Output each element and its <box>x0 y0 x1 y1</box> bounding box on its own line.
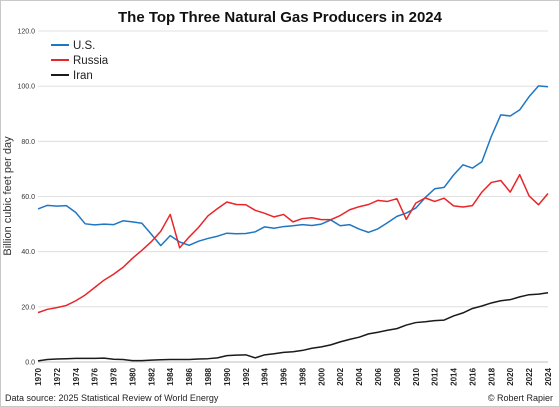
y-tick-label: 20.0 <box>21 304 35 311</box>
x-tick-label: 1998 <box>298 367 307 385</box>
y-tick-label: 60.0 <box>21 194 35 201</box>
x-tick-label: 2012 <box>431 367 440 385</box>
x-tick-label: 1990 <box>223 367 232 385</box>
legend-label-u-s: U.S. <box>73 40 95 52</box>
x-tick-label: 1994 <box>261 367 270 385</box>
x-tick-label: 1974 <box>72 367 81 385</box>
x-tick-label: 2000 <box>317 367 326 385</box>
y-tick-label: 40.0 <box>21 249 35 256</box>
x-tick-label: 1984 <box>166 367 175 385</box>
x-tick-label: 1996 <box>280 367 289 385</box>
x-tick-label: 2004 <box>355 367 364 385</box>
x-tick-label: 1988 <box>204 367 213 385</box>
y-tick-label: 100.0 <box>17 84 35 91</box>
y-tick-label: 0.0 <box>25 360 35 367</box>
x-tick-label: 1980 <box>128 367 137 385</box>
y-axis-ticks: 0.0 20.0 40.0 60.0 80.0 100.0 120.0 <box>17 29 35 367</box>
x-tick-label: 2008 <box>393 367 402 385</box>
y-axis-label: Billion cubic feet per day <box>2 136 14 256</box>
legend-label-iran: Iran <box>73 70 93 82</box>
y-tick-label: 120.0 <box>17 29 35 36</box>
x-tick-label: 2018 <box>487 367 496 385</box>
x-tick-label: 2006 <box>374 367 383 385</box>
series-lines <box>37 85 549 362</box>
x-tick-label: 1992 <box>242 367 251 385</box>
x-tick-label: 2010 <box>412 367 421 385</box>
x-tick-label: 2024 <box>544 367 553 385</box>
x-tick-label: 1978 <box>110 367 119 385</box>
x-tick-label: 1970 <box>34 367 43 385</box>
data-source-note: Data source: 2025 Statistical Review of … <box>5 393 219 403</box>
x-tick-label: 1982 <box>147 367 156 385</box>
x-tick-label: 2014 <box>450 367 459 385</box>
x-tick-label: 2022 <box>525 367 534 385</box>
x-tick-label: 1976 <box>91 367 100 385</box>
x-tick-label: 2002 <box>336 367 345 385</box>
x-axis-ticks: 1970 1972 1974 1976 1978 1980 1982 1984 1986 1988… <box>34 367 553 385</box>
copyright-credit: © Robert Rapier <box>488 393 553 403</box>
series-line-iran <box>37 292 549 362</box>
legend-label-russia: Russia <box>73 55 109 67</box>
legend: U.S. Russia Iran <box>51 40 109 82</box>
x-tick-label: 1986 <box>185 367 194 385</box>
x-tick-label: 2016 <box>468 367 477 385</box>
series-line-u-s <box>37 85 549 247</box>
y-tick-label: 80.0 <box>21 139 35 146</box>
series-line-russia <box>37 173 549 314</box>
x-tick-label: 2020 <box>506 367 515 385</box>
chart-title: The Top Three Natural Gas Producers in 2… <box>118 9 443 26</box>
x-tick-label: 1972 <box>53 367 62 385</box>
gridlines <box>38 30 548 363</box>
